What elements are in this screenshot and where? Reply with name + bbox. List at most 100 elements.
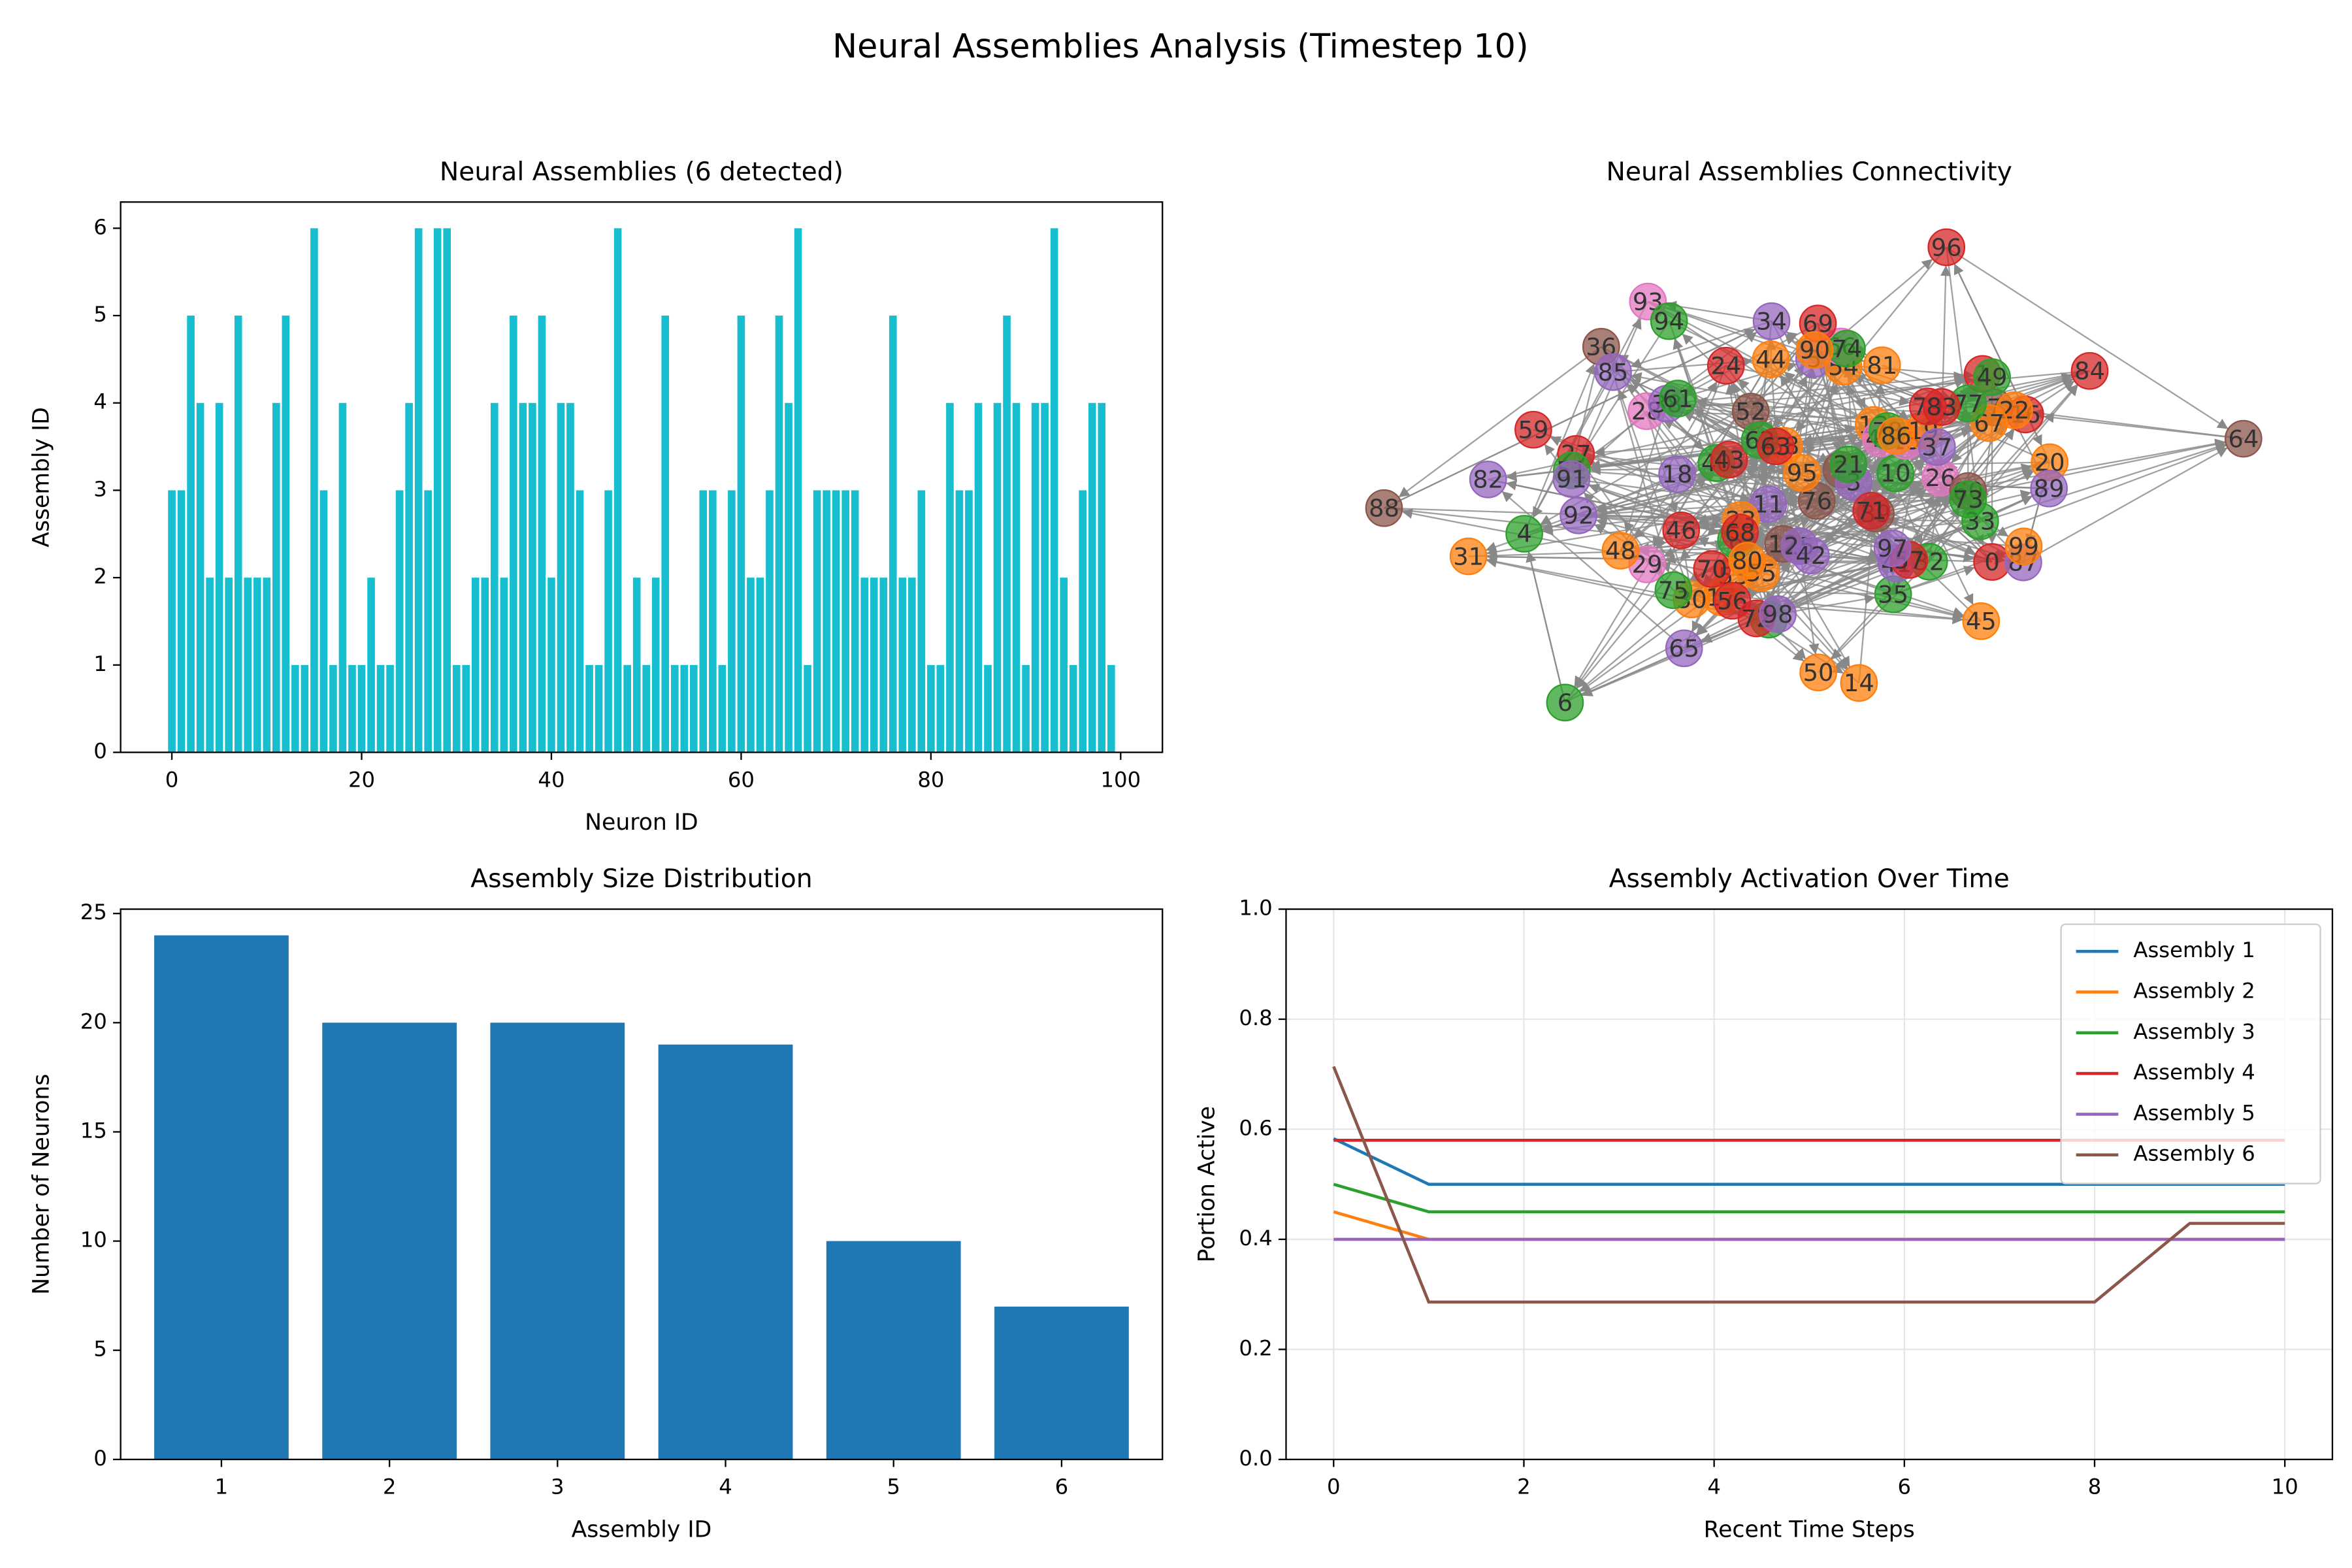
node-label: 85 [1598,358,1629,386]
bar [804,664,811,753]
edge [1398,346,1602,498]
node-label: 31 [1453,542,1484,570]
y-tick-label: 0 [93,1446,107,1471]
bar [529,402,536,753]
node [1505,515,1543,553]
bar [424,490,432,753]
node [1514,410,1552,449]
bar [510,316,517,753]
bar [670,664,679,753]
bar [414,228,423,753]
node-label: 88 [1369,495,1399,523]
bar [519,402,527,753]
y-tick-label: 4 [93,389,107,414]
x-tick-label: 60 [728,767,755,792]
edge [1624,403,1668,534]
bar [936,664,945,753]
bar [405,402,413,753]
node [1973,358,2011,397]
node-label: 63 [1760,433,1791,461]
bar [1031,402,1039,753]
node-label: 64 [2228,425,2259,453]
y-axis-label: Number of Neurons [29,1074,55,1295]
node-label: 48 [1605,537,1636,565]
node-label: 91 [1556,465,1587,493]
legend-box [2060,923,2321,1184]
node [1552,460,1591,498]
node-label: 18 [1662,460,1693,488]
node [1795,331,1834,369]
bar [206,578,214,753]
bar [917,490,926,753]
bar [908,578,916,753]
bar [689,664,698,753]
bar [462,664,470,753]
node [1560,497,1597,534]
node-label: 68 [1725,519,1756,547]
node-label: 44 [1756,346,1786,374]
y-tick-label: 0.8 [1239,1005,1272,1030]
node-label: 61 [1663,385,1693,413]
legend-label: Assembly 4 [2133,1060,2255,1085]
edge [1750,376,1974,413]
bar [395,490,404,753]
bar [234,316,242,753]
edge [1777,444,2227,615]
bar [709,490,717,753]
node [1863,346,1901,384]
bar [965,490,973,753]
y-tick-label: 20 [80,1009,107,1034]
bar [177,490,186,753]
y-tick-label: 25 [80,900,107,924]
bar [823,490,830,753]
edge [2023,447,2229,563]
x-tick-label: 2 [383,1475,397,1499]
bar [879,578,888,753]
bar [651,578,660,753]
node-label: 82 [1473,466,1503,494]
node-label: 43 [1714,446,1744,474]
bar [244,578,252,753]
node [1873,529,1912,568]
edge [1721,560,1892,598]
y-axis-label: Assembly ID [29,407,55,547]
node-label: 42 [1795,542,1826,570]
y-tick-label: 0.6 [1239,1115,1272,1140]
y-tick-label: 6 [93,214,107,239]
node [1654,571,1693,610]
node-label: 35 [1878,580,1908,608]
node [1659,380,1697,417]
bar [642,664,650,753]
bar [386,664,394,753]
node-label: 81 [1867,351,1897,380]
node [1949,480,1987,519]
bar [1098,402,1106,753]
bar [576,490,584,753]
node-label: 0 [1984,548,1999,576]
node-label: 97 [1877,534,1908,563]
y-tick-label: 0.2 [1239,1335,1272,1360]
node-label: 37 [1921,433,1952,461]
bar [775,316,783,753]
bar [196,402,204,753]
bar [860,578,869,753]
bar [490,1022,625,1460]
bar [500,578,508,753]
bar [623,664,631,753]
node-label: 46 [1666,517,1697,545]
node-label: 83 [1926,393,1957,421]
x-tick-label: 0 [1327,1475,1341,1499]
y-tick-label: 15 [80,1118,107,1143]
bar [322,1022,457,1460]
x-tick-label: 8 [2088,1475,2102,1499]
y-tick-label: 1.0 [1239,896,1272,921]
legend-label: Assembly 1 [2133,938,2255,962]
node [1791,536,1830,575]
bar [984,664,992,753]
edge [1761,572,1964,621]
x-tick-label: 6 [1898,1475,1912,1499]
node [1365,489,1403,527]
bar [367,578,375,753]
